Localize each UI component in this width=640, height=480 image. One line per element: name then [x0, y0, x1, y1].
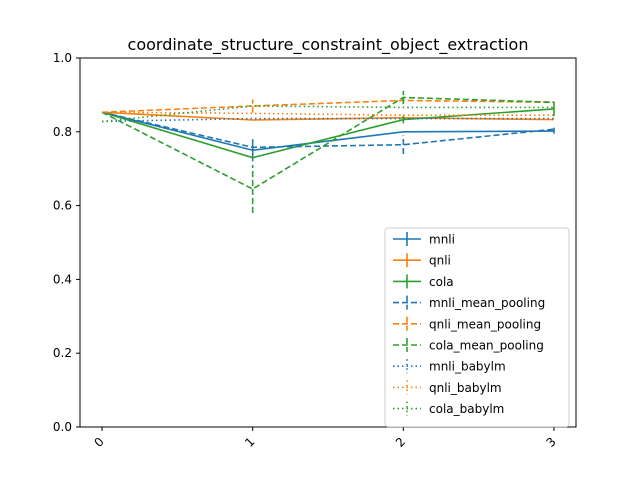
legend-label: mnli_babylm: [429, 360, 506, 374]
y-axis: 0.0 0.2 0.4 0.6 0.8 1.0: [53, 51, 80, 434]
series-qnli_mean_pooling: [101, 99, 555, 114]
legend-entry-qnli_babylm: qnli_babylm: [393, 380, 502, 395]
legend-label: qnli: [429, 254, 451, 268]
y-tick-label: 0.4: [53, 272, 72, 286]
legend-entry-mnli_mean_pooling: mnli_mean_pooling: [393, 295, 545, 310]
legend-label: mnli_mean_pooling: [429, 296, 545, 310]
series-cola: [101, 101, 555, 159]
series-line-cola_mean_pooling: [101, 96, 555, 190]
legend-label: qnli_babylm: [429, 381, 502, 395]
legend-entry-mnli_babylm: mnli_babylm: [393, 359, 506, 374]
series-mnli_mean_pooling: [101, 111, 555, 154]
series-line-mnli: [101, 111, 555, 152]
legend-box: [384, 227, 570, 428]
plot-area: [79, 57, 577, 428]
series-line-mnli_babylm: [101, 117, 554, 123]
legend-entry-cola: cola: [393, 274, 454, 289]
y-tick-label: 0.6: [53, 199, 72, 213]
legend-label: cola: [429, 275, 454, 289]
y-tick-label: 0.0: [53, 420, 72, 434]
legend-entry-qnli_mean_pooling: qnli_mean_pooling: [393, 316, 541, 331]
legend-entry-qnli: qnli: [393, 253, 451, 268]
series-mnli_babylm: [101, 117, 554, 123]
series-line-cola: [101, 108, 555, 159]
legend-label: mnli: [429, 233, 455, 247]
plot-frame: [79, 57, 577, 428]
legend-entry-cola_mean_pooling: cola_mean_pooling: [393, 338, 544, 353]
y-tick-label: 1.0: [53, 51, 72, 65]
legend-entry-cola_babylm: cola_babylm: [393, 401, 504, 416]
y-tick-label: 0.8: [53, 125, 72, 139]
chart-title: coordinate_structure_constraint_object_e…: [128, 35, 529, 55]
legend-label: qnli_mean_pooling: [429, 317, 541, 331]
legend: mnli qnli cola mnli_mean_pooling qnli_mean_p…: [384, 227, 570, 428]
y-tick-label: 0.2: [53, 346, 72, 360]
series-line-qnli_mean_pooling: [101, 99, 555, 114]
legend-label: cola_babylm: [429, 402, 504, 416]
series-cola_mean_pooling: [101, 90, 555, 213]
series-qnli_babylm: [101, 111, 554, 116]
legend-label: cola_mean_pooling: [429, 339, 544, 353]
series-line-qnli_babylm: [101, 111, 554, 116]
series-line-mnli_mean_pooling: [101, 111, 555, 149]
legend-entry-mnli: mnli: [393, 232, 455, 247]
